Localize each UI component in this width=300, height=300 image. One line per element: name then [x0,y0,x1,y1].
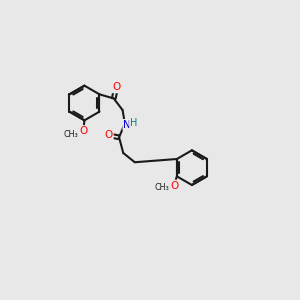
Text: O: O [170,181,178,190]
Text: N: N [123,120,131,130]
Text: O: O [112,82,120,92]
Text: O: O [105,130,113,140]
Text: CH₃: CH₃ [154,183,169,192]
Text: O: O [79,126,87,136]
Text: CH₃: CH₃ [64,130,79,140]
Text: H: H [130,118,137,128]
